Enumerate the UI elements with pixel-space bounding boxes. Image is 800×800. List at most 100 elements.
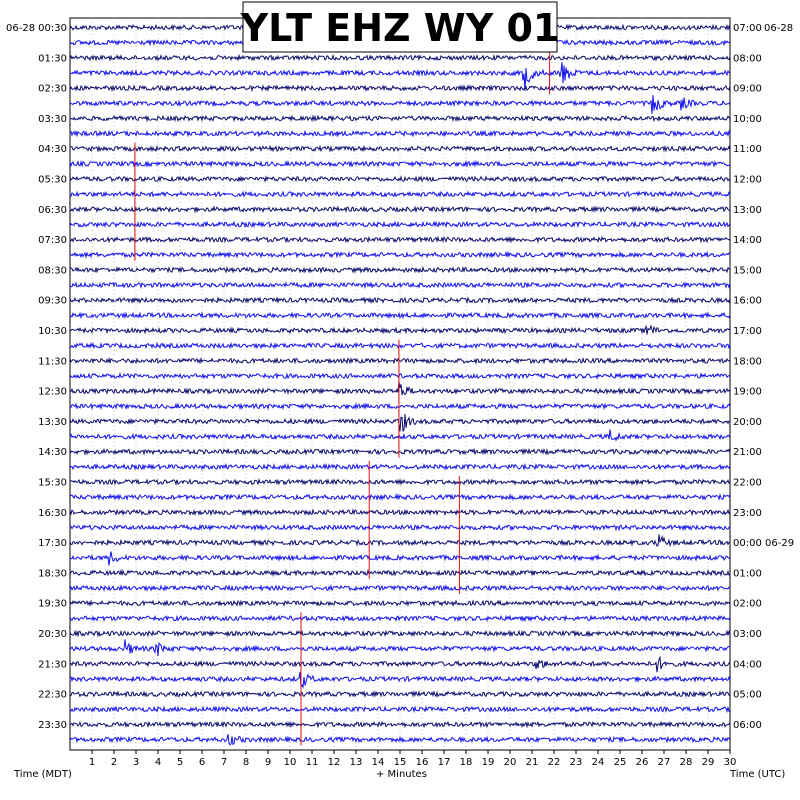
x-tick-label: 4: [155, 757, 161, 768]
right-time-label: 15:00: [733, 265, 762, 276]
x-tick-label: 22: [548, 757, 561, 768]
right-time-label: 17:00: [733, 326, 762, 337]
trace-line: [69, 356, 731, 365]
x-tick-label: 12: [328, 757, 341, 768]
right-time-label: 00:00 06-29: [733, 538, 794, 549]
left-time-label: 13:30: [38, 417, 67, 428]
right-time-label: 14:00: [733, 235, 762, 246]
left-time-label: 03:30: [38, 114, 67, 125]
x-tick-label: 1: [89, 757, 95, 768]
trace-line: [69, 508, 731, 517]
trace-line: [69, 94, 731, 114]
trace-line: [69, 413, 731, 433]
x-tick-label: 2: [111, 757, 117, 768]
trace-line: [69, 175, 731, 183]
x-tick-label: 16: [416, 757, 429, 768]
x-axis-label: + Minutes: [376, 769, 427, 780]
right-time-label: 12:00: [733, 175, 762, 186]
trace-line: [69, 599, 731, 608]
right-time-label: 13:00: [733, 205, 762, 216]
right-time-label: 18:00: [733, 356, 762, 367]
right-time-label: 23:00: [733, 508, 762, 519]
x-tick-label: 24: [592, 757, 605, 768]
trace-line: [69, 523, 731, 532]
left-time-label: 15:30: [38, 478, 67, 489]
x-tick-label: 21: [526, 757, 539, 768]
x-tick-label: 10: [284, 757, 297, 768]
left-time-label: 20:30: [38, 629, 67, 640]
trace-line: [69, 402, 731, 411]
x-tick-label: 3: [133, 757, 139, 768]
left-time-label: 00:30: [38, 23, 67, 34]
left-time-label: 16:30: [38, 508, 67, 519]
trace-line: [69, 493, 731, 502]
trace-line: [69, 672, 731, 689]
trace-line: [69, 281, 731, 290]
x-tick-label: 18: [460, 757, 473, 768]
x-tick-label: 29: [702, 757, 715, 768]
left-time-label: 09:30: [38, 296, 67, 307]
right-time-label: 04:00: [733, 659, 762, 670]
right-time-label: 19:00: [733, 387, 762, 398]
left-time-label: 22:30: [38, 690, 67, 701]
right-time-label: 21:00: [733, 447, 762, 458]
x-tick-label: 8: [243, 757, 249, 768]
x-tick-label: 5: [177, 757, 183, 768]
x-tick-label: 13: [350, 757, 363, 768]
trace-line: [69, 114, 731, 123]
trace-line: [69, 324, 731, 335]
left-time-label: 21:30: [38, 659, 67, 670]
trace-line: [69, 705, 731, 714]
left-date-label: 06-28: [6, 23, 35, 34]
trace-line: [69, 429, 731, 442]
trace-line: [69, 159, 731, 168]
left-time-label: 19:30: [38, 599, 67, 610]
right-time-label: 01:00: [733, 568, 762, 579]
trace-line: [69, 639, 731, 656]
right-time-label: 20:00: [733, 417, 762, 428]
x-tick-label: 27: [658, 757, 671, 768]
trace-line: [69, 584, 731, 592]
trace-line: [69, 551, 731, 566]
trace-line: [69, 534, 731, 548]
left-time-label: 14:30: [38, 447, 67, 458]
left-time-label: 18:30: [38, 568, 67, 579]
marker-lines-group: [134, 36, 551, 746]
right-time-label: 06:00: [733, 720, 762, 731]
right-time-label: 11:00: [733, 144, 762, 155]
trace-line: [69, 265, 731, 274]
trace-line: [69, 734, 731, 746]
trace-line: [69, 53, 731, 62]
right-time-label: 22:00: [733, 478, 762, 489]
x-ticks-group: 1 2 3 4 5 6 7 8 9 10 11 12 13 14 15 16 17 18 19 20 21 22 23 24 2…: [89, 750, 737, 768]
x-tick-label: 15: [394, 757, 407, 768]
trace-line: [69, 341, 731, 350]
trace-line: [69, 568, 731, 578]
trace-line: [69, 478, 731, 487]
left-time-label: 06:30: [38, 205, 67, 216]
x-tick-label: 9: [265, 757, 271, 768]
x-tick-label: 19: [482, 757, 495, 768]
x-tick-label: 26: [636, 757, 649, 768]
trace-line: [69, 129, 731, 138]
trace-line: [69, 235, 731, 244]
trace-line: [69, 372, 731, 380]
x-tick-label: 30: [724, 757, 737, 768]
left-time-label: 04:30: [38, 144, 67, 155]
x-tick-label: 25: [614, 757, 627, 768]
x-tick-label: 23: [570, 757, 583, 768]
x-tick-label: 28: [680, 757, 693, 768]
trace-line: [69, 720, 731, 729]
x-tick-label: 6: [199, 757, 205, 768]
title-box: [242, 1, 558, 53]
right-time-label: 07:00: [733, 23, 762, 34]
trace-line: [69, 296, 731, 305]
trace-line: [69, 311, 731, 320]
trace-line: [69, 447, 731, 456]
trace-line: [69, 690, 731, 699]
trace-line: [69, 190, 731, 199]
left-time-label: 11:30: [38, 356, 67, 367]
left-time-label: 07:30: [38, 235, 67, 246]
trace-line: [69, 250, 731, 259]
